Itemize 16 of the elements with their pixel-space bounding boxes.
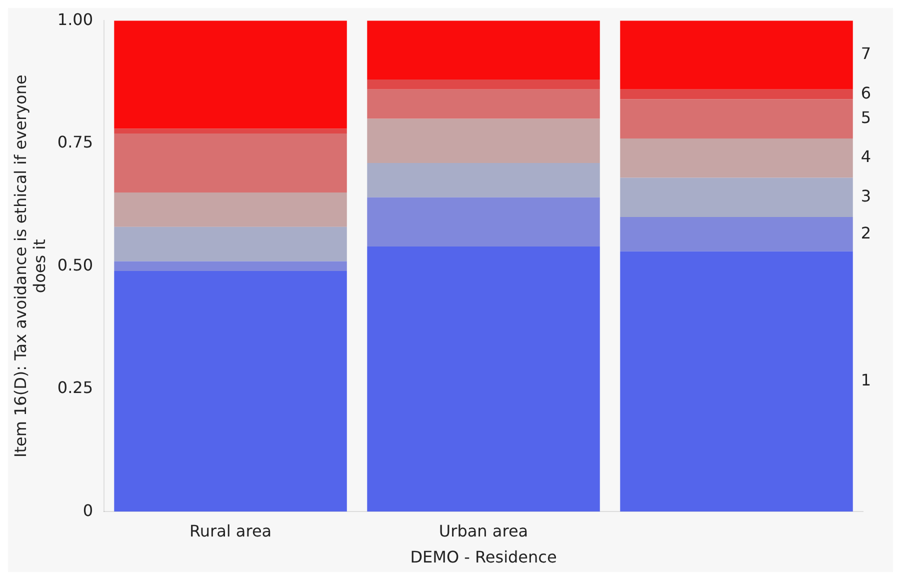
y-tick-label: 1.00 bbox=[57, 10, 94, 29]
series-label: 5 bbox=[860, 108, 872, 127]
series-label: 7 bbox=[860, 44, 872, 64]
x-tick-label: Rural area bbox=[189, 521, 272, 540]
series-label: 1 bbox=[860, 370, 872, 390]
series-label: 6 bbox=[860, 83, 872, 102]
x-axis-title: DEMO - Residence bbox=[410, 548, 557, 567]
series-label: 4 bbox=[860, 147, 872, 166]
series-label: 2 bbox=[860, 223, 872, 242]
y-tick-label: 0.25 bbox=[57, 378, 94, 398]
y-tick-label: 0 bbox=[82, 500, 94, 520]
y-tick-label: 0.75 bbox=[57, 132, 94, 152]
y-tick-label: 0.50 bbox=[57, 255, 94, 274]
y-axis-title: Item 16(D): Tax avoidance is ethical if everyone does it bbox=[10, 74, 49, 458]
series-label: 3 bbox=[860, 186, 872, 206]
x-tick-label: Urban area bbox=[438, 521, 528, 540]
